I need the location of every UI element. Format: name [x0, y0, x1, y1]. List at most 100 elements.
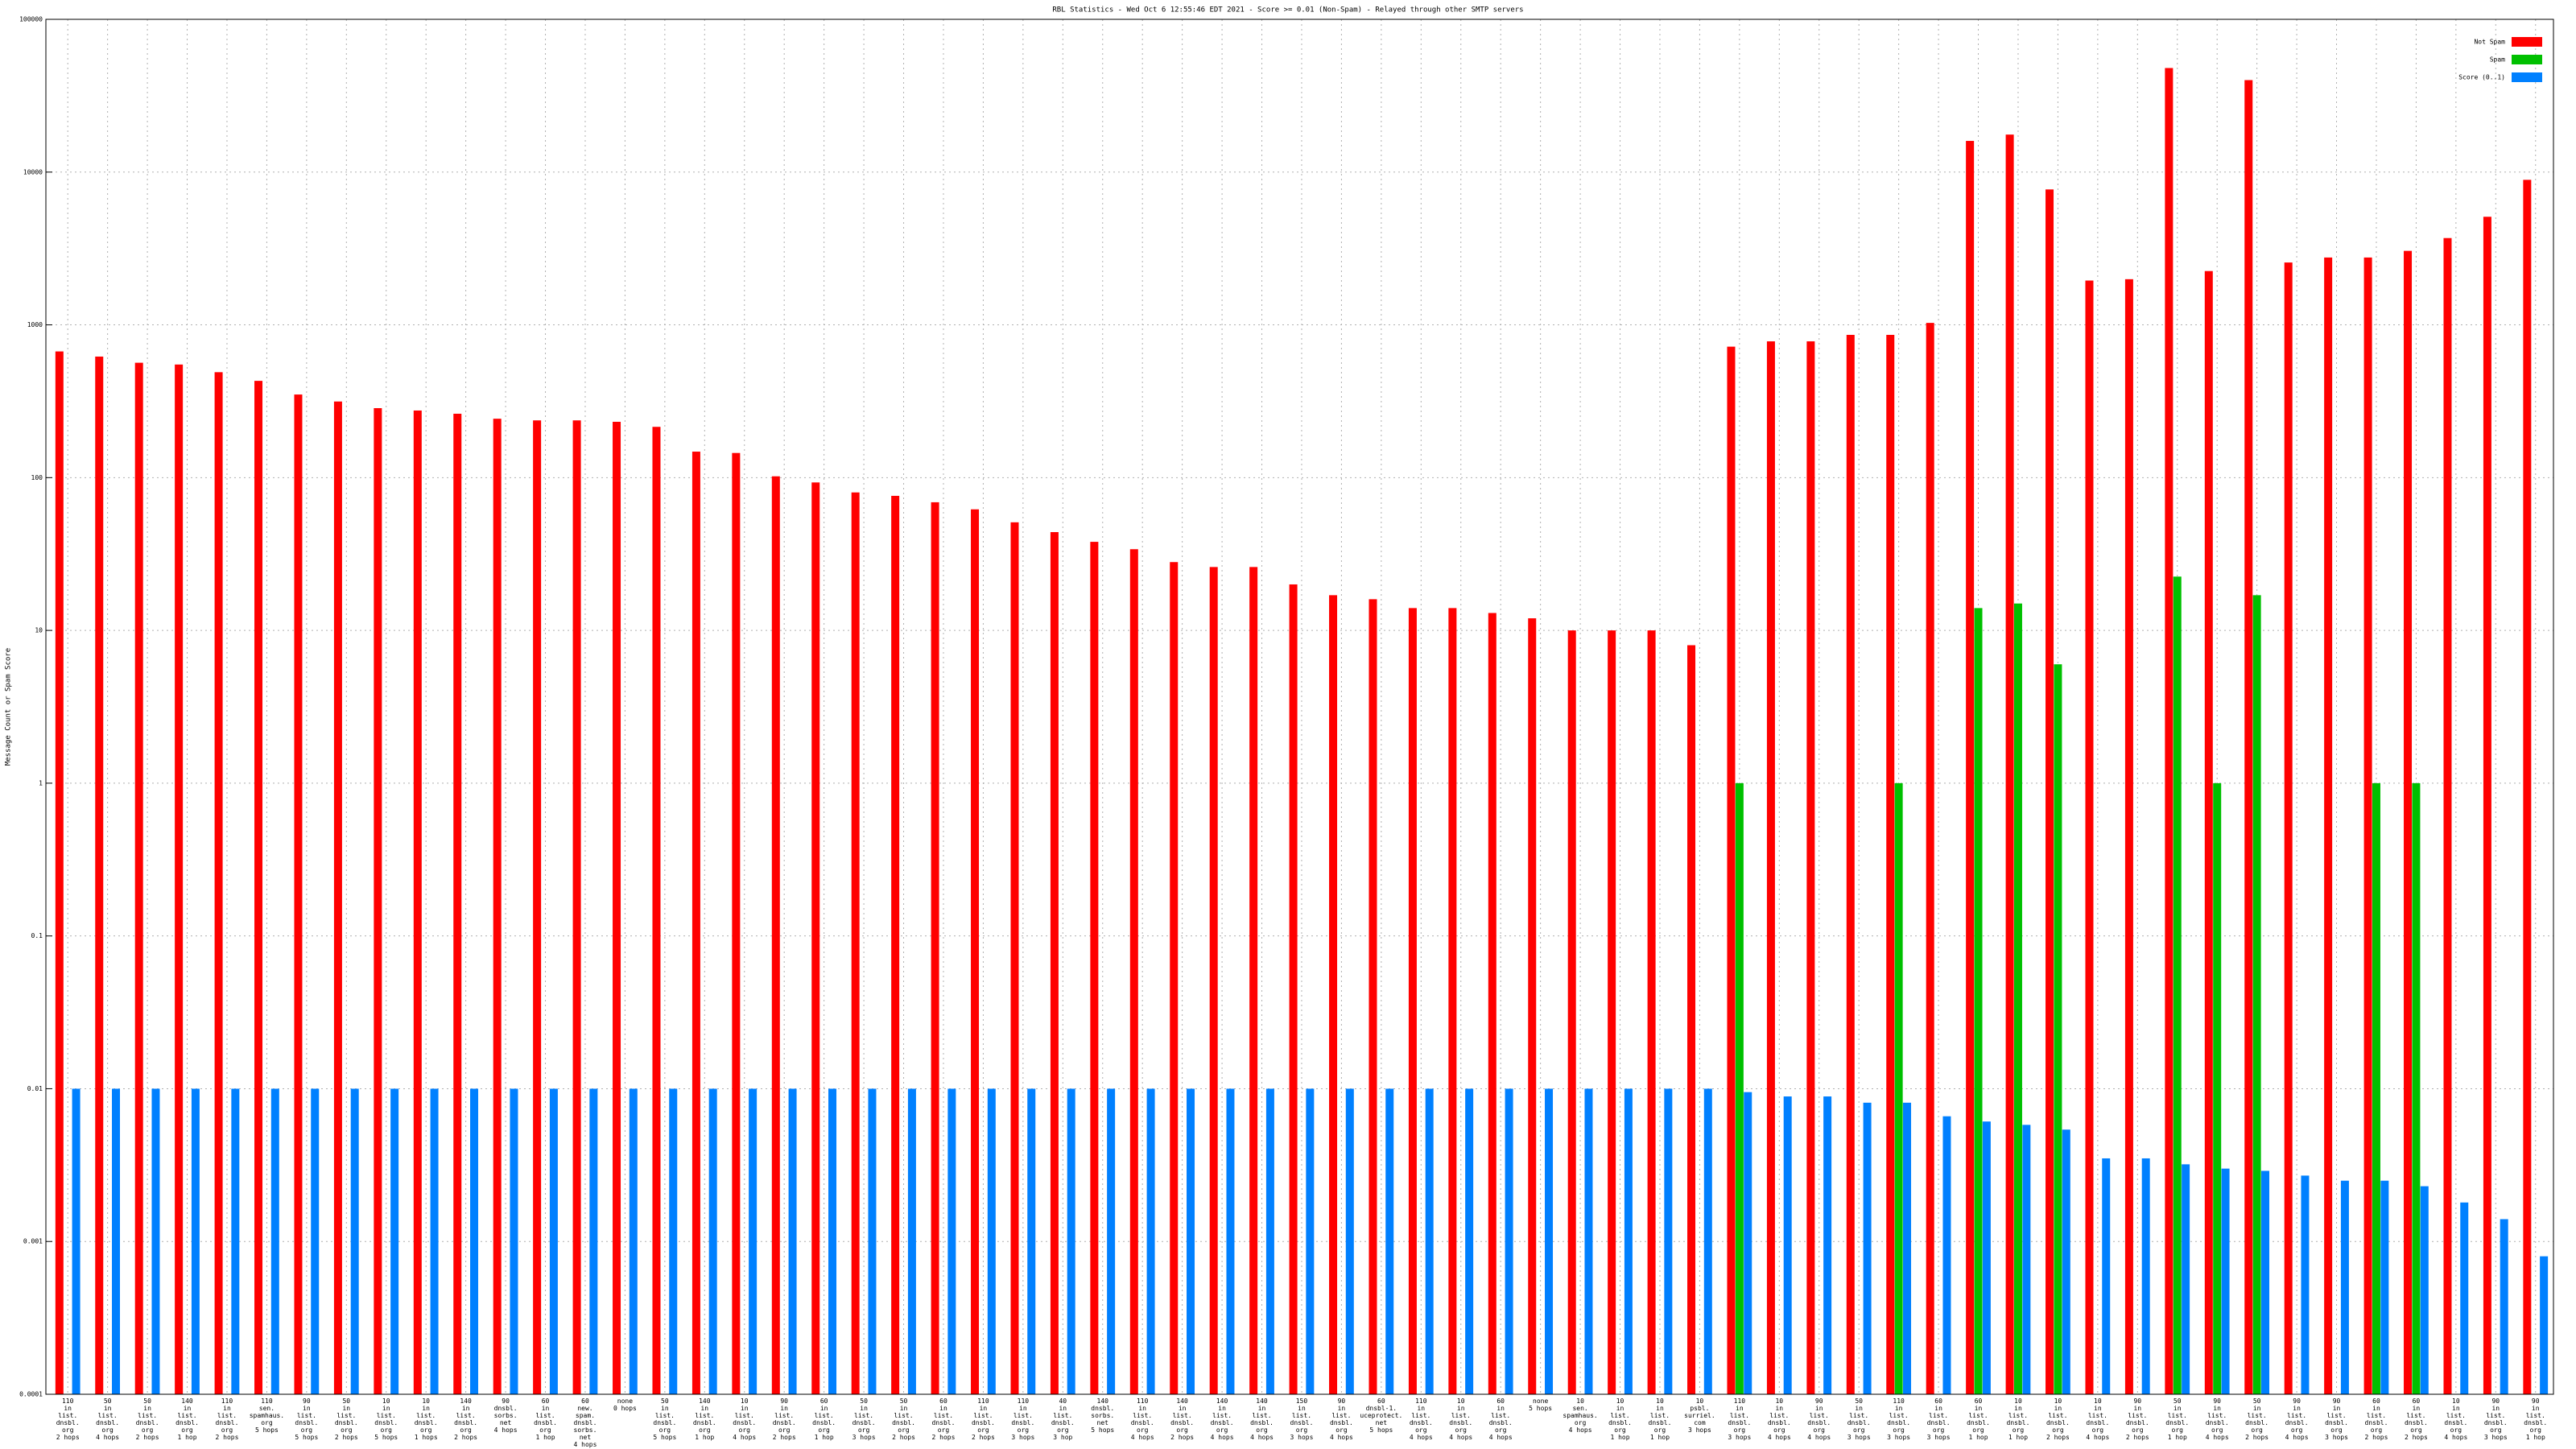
bar: [1289, 584, 1298, 1394]
x-tick-label: 90 dnsbl. sorbs. net 4 hops: [494, 1397, 518, 1434]
label-line: 50: [2174, 1397, 2182, 1405]
label-line: list.: [535, 1412, 555, 1419]
label-line: 50: [1855, 1397, 1863, 1405]
x-tick-label: 10 in list. dnsbl. org 1 hop: [1608, 1397, 1632, 1441]
y-tick-label: 1000: [27, 321, 43, 328]
label-line: 90: [2293, 1397, 2301, 1405]
bar: [1505, 1088, 1513, 1394]
label-line: list.: [2048, 1412, 2067, 1419]
bar: [1265, 1088, 1274, 1394]
x-tick-label: 90 in list. dnsbl. org 3 hops: [2325, 1397, 2348, 1441]
bar: [374, 408, 382, 1394]
bar: [868, 1088, 877, 1394]
label-line: in: [1895, 1405, 1903, 1412]
bar: [1846, 334, 1855, 1394]
label-line: list.: [655, 1412, 675, 1419]
label-line: dnsbl.: [2206, 1419, 2229, 1426]
x-tick-label: 90 in list. dnsbl. org 2 hops: [2126, 1397, 2149, 1441]
x-tick-label: 140 in list. dnsbl. org 1 hop: [175, 1397, 199, 1441]
bar: [231, 1088, 240, 1394]
label-line: list.: [217, 1412, 237, 1419]
bar: [1329, 595, 1338, 1394]
label-line: list.: [2367, 1412, 2386, 1419]
label-line: in: [2054, 1405, 2062, 1412]
bar: [1306, 1088, 1315, 1394]
y-tick-label: 10000: [23, 168, 43, 175]
bar: [1448, 608, 1457, 1394]
label-line: in: [1775, 1405, 1783, 1412]
bar: [1942, 1116, 1951, 1394]
bar: [1425, 1088, 1434, 1394]
x-tick-label: 110 in list. dnsbl. org 3 hops: [1011, 1397, 1034, 1441]
label-line: org: [142, 1426, 154, 1434]
label-line: dnsbl.: [2245, 1419, 2268, 1426]
label-line: 140: [460, 1397, 472, 1405]
label-line: dnsbl.: [2046, 1419, 2070, 1426]
label-line: in: [1855, 1405, 1863, 1412]
label-line: list.: [2088, 1412, 2107, 1419]
label-line: dnsbl.: [1807, 1419, 1831, 1426]
label-line: in: [1338, 1405, 1346, 1412]
label-line: list.: [416, 1412, 436, 1419]
label-line: in: [980, 1405, 988, 1412]
label-line: 10: [2094, 1397, 2102, 1405]
label-line: dnsbl.: [1410, 1419, 1433, 1426]
bar: [669, 1088, 678, 1394]
label-line: dnsbl.: [1330, 1419, 1353, 1426]
bar: [2165, 68, 2174, 1395]
label-line: dnsbl.: [693, 1419, 716, 1426]
bar: [629, 1088, 638, 1394]
bar: [549, 1088, 558, 1394]
label-line: org: [381, 1426, 393, 1434]
bar: [1345, 1088, 1354, 1394]
label-line: 40: [1059, 1397, 1067, 1405]
label-line: 90: [502, 1397, 510, 1405]
label-line: 5 hops: [653, 1434, 676, 1441]
label-line: 10: [422, 1397, 430, 1405]
label-line: in: [2213, 1405, 2221, 1412]
label-line: 1 hop: [1610, 1434, 1629, 1441]
label-line: 5 hops: [295, 1434, 318, 1441]
bar: [572, 420, 581, 1395]
x-tick-label: 90 in list. dnsbl. org 3 hops: [2484, 1397, 2508, 1441]
bar: [1584, 1088, 1593, 1394]
x-tick-label: none 0 hops: [613, 1397, 637, 1412]
bar: [652, 427, 661, 1394]
y-tick-label: 0.001: [23, 1238, 43, 1245]
bar: [1107, 1088, 1116, 1394]
x-tick-label: 110 in list. dnsbl. org 4 hops: [1131, 1397, 1154, 1441]
label-line: dnsbl.: [1211, 1419, 1234, 1426]
bar: [1903, 1102, 1912, 1394]
label-line: org: [1972, 1426, 1984, 1434]
label-line: org: [1296, 1426, 1308, 1434]
label-line: org: [2330, 1426, 2343, 1434]
x-tick-label: 60 dnsbl-1. uceprotect. net 5 hops: [1360, 1397, 1402, 1434]
bar: [987, 1088, 996, 1394]
label-line: sorbs.: [574, 1426, 597, 1434]
label-line: 10: [741, 1397, 749, 1405]
label-line: 110: [1018, 1397, 1030, 1405]
label-line: org: [1495, 1426, 1507, 1434]
label-line: 1 hop: [695, 1434, 714, 1441]
x-tick-label: 60 new. spam. dnsbl. sorbs. net 4 hops: [574, 1397, 597, 1448]
label-line: 2 hops: [2405, 1434, 2428, 1441]
label-line: 60: [581, 1397, 589, 1405]
label-line: org: [2530, 1426, 2542, 1434]
bar: [2540, 1256, 2549, 1394]
label-line: 2 hops: [56, 1434, 80, 1441]
label-line: org: [659, 1426, 671, 1434]
label-line: org: [341, 1426, 353, 1434]
label-line: org: [1018, 1426, 1030, 1434]
label-line: 50: [860, 1397, 868, 1405]
label-line: 3 hops: [2484, 1434, 2508, 1441]
label-line: 0 hops: [613, 1405, 637, 1412]
label-line: in: [820, 1405, 828, 1412]
bar: [2252, 595, 2261, 1394]
label-line: 2 hops: [335, 1434, 358, 1441]
label-line: org: [2450, 1426, 2462, 1434]
label-line: 60: [1975, 1397, 1983, 1405]
label-line: in: [104, 1405, 112, 1412]
x-tick-label: 150 in list. dnsbl. org 3 hops: [1290, 1397, 1314, 1441]
label-line: list.: [1133, 1412, 1152, 1419]
label-line: org: [1654, 1426, 1666, 1434]
